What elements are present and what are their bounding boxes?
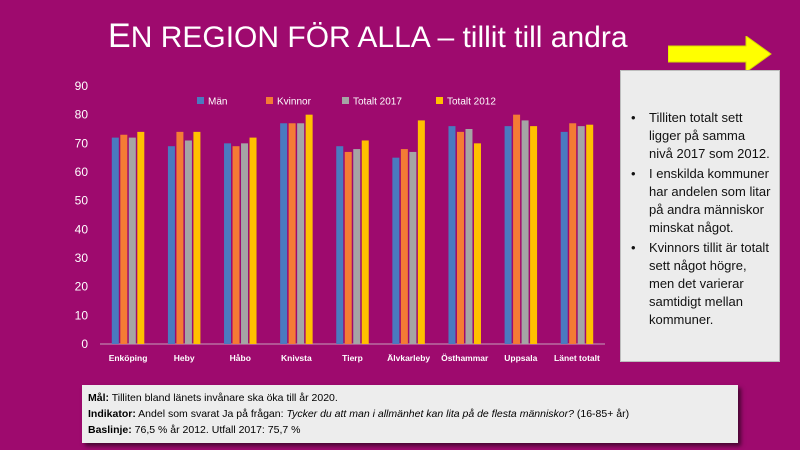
legend-swatch [436,97,443,104]
summary-list: Tilliten totalt sett ligger på samma niv… [621,109,779,329]
goal-row: Mål: Tilliten bland länets invånare ska … [88,390,732,406]
bar-män [560,131,568,344]
bar-män [448,126,456,344]
bar-totalt-2012 [137,131,145,344]
legend-label: Totalt 2017 [353,97,402,108]
summary-bullets: Tilliten totalt sett ligger på samma niv… [620,70,780,362]
indicator-suffix: (16-85+ år) [573,408,630,420]
bar-kvinnor [344,151,352,344]
bar-kvinnor [288,123,296,344]
info-box: Mål: Tilliten bland länets invånare ska … [82,385,738,443]
bar-totalt-2012 [530,126,538,344]
legend-label: Totalt 2012 [447,97,496,108]
bar-kvinnor [400,149,408,344]
x-tick-label: Östhammar [441,353,489,363]
bar-kvinnor [569,123,577,344]
bar-totalt-2017 [128,137,136,344]
legend-swatch [266,97,273,104]
bar-totalt-2012 [193,131,201,344]
slide-title: EN REGION FÖR ALLA – tillit till andra [108,18,628,56]
goal-label: Mål: [88,392,109,404]
baseline-text: 76,5 % år 2012. Utfall 2017: 75,7 % [131,424,301,436]
bar-män [224,143,232,344]
y-tick-label: 40 [75,222,89,236]
indicator-text: Andel som svarat Ja på frågan: [135,408,287,420]
goal-text: Tilliten bland länets invånare ska öka t… [109,392,338,404]
legend-swatch [342,97,349,104]
bar-män [392,157,400,344]
bar-män [111,137,119,344]
y-tick-label: 80 [75,108,89,122]
x-tick-label: Älvkarleby [387,353,430,363]
bar-totalt-2012 [305,114,313,344]
bar-kvinnor [176,131,184,344]
y-tick-label: 90 [75,80,89,93]
bar-totalt-2012 [473,143,481,344]
x-tick-label: Uppsala [504,353,537,363]
baseline-label: Baslinje: [88,424,132,436]
y-tick-label: 70 [75,136,89,150]
bar-kvinnor [456,131,464,344]
bar-totalt-2017 [465,129,473,344]
bar-totalt-2012 [586,124,594,344]
summary-bullet: Tilliten totalt sett ligger på samma niv… [631,109,771,163]
x-tick-label: Heby [174,353,195,363]
bar-totalt-2012 [361,140,369,344]
slide-title-suffix: – tillit till andra [429,21,628,54]
slide-title-cap: E [108,17,131,55]
bar-män [167,146,175,344]
y-tick-label: 30 [75,251,89,265]
summary-bullet: Kvinnors tillit är totalt sett något hög… [631,239,771,329]
x-tick-label: Tierp [342,353,363,363]
bar-män [280,123,288,344]
legend-swatch [197,97,204,104]
bar-totalt-2012 [417,120,425,345]
bar-män [504,126,512,344]
bar-chart: 0 10 20 30 40 50 60 70 80 90 Enköping Heby Håbo Knivs… [75,80,605,363]
indicator-label: Indikator: [88,408,136,420]
bar-totalt-2017 [297,123,305,344]
y-tick-label: 0 [81,337,88,351]
legend-label: Män [208,97,227,108]
x-tick-label: Håbo [230,353,251,363]
legend-label: Kvinnor [277,97,312,108]
bar-totalt-2012 [249,137,257,344]
x-tick-label: Enköping [109,353,148,363]
bar-totalt-2017 [521,120,529,345]
bar-totalt-2017 [409,151,417,344]
y-tick-label: 50 [75,194,89,208]
bar-totalt-2017 [241,143,249,344]
bar-kvinnor [232,146,240,344]
right-arrow-icon [668,36,772,72]
bar-totalt-2017 [577,126,585,344]
bar-kvinnor [513,114,521,344]
x-tick-label: Länet totalt [554,353,600,363]
slide-title-main: N REGION FÖR ALLA [130,21,430,54]
y-tick-label: 20 [75,280,89,294]
bar-män [336,146,344,344]
indicator-question: Tycker du att man i allmänhet kan lita p… [286,408,574,420]
bar-totalt-2017 [353,149,361,344]
y-tick-label: 10 [75,308,89,322]
bar-totalt-2017 [184,140,192,344]
baseline-row: Baslinje: 76,5 % år 2012. Utfall 2017: 7… [88,422,732,438]
bar-kvinnor [120,134,128,344]
x-tick-label: Knivsta [281,353,312,363]
summary-bullet: I enskilda kommuner har andelen som lita… [631,165,771,237]
y-tick-label: 60 [75,165,89,179]
indicator-row: Indikator: Andel som svarat Ja på frågan… [88,406,732,422]
